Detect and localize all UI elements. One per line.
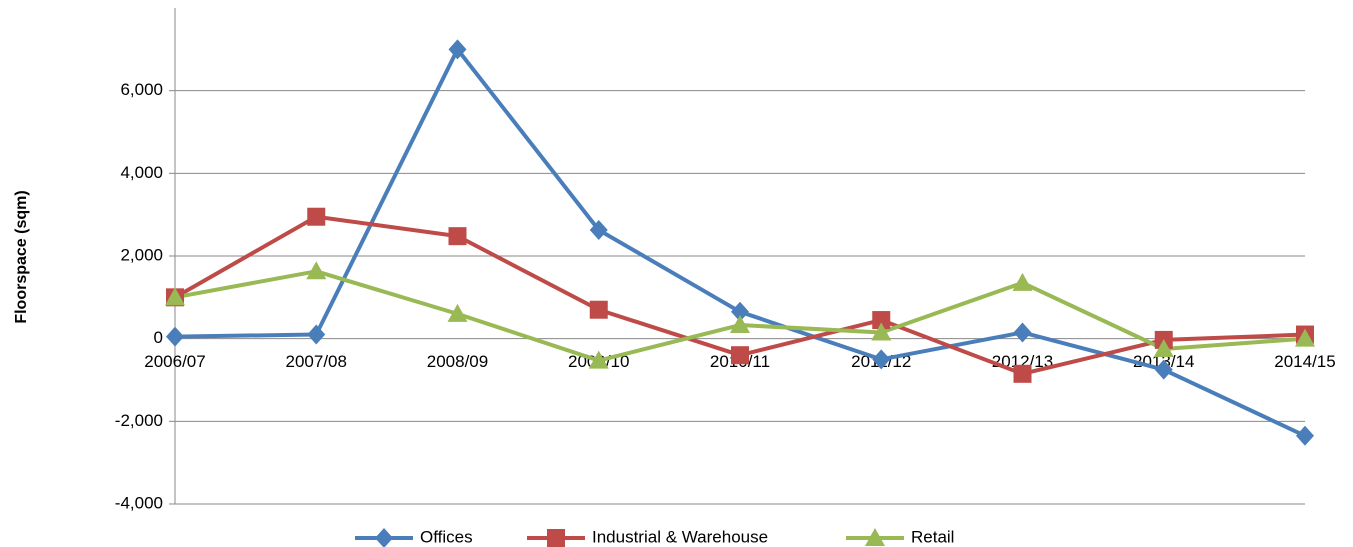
series-line bbox=[174, 47, 1306, 438]
marker bbox=[730, 315, 750, 334]
marker bbox=[872, 311, 891, 330]
marker bbox=[865, 528, 885, 546]
y-tick-label: 2,000 bbox=[120, 245, 163, 264]
marker bbox=[589, 219, 608, 240]
marker bbox=[375, 528, 393, 547]
marker bbox=[1013, 364, 1032, 383]
marker bbox=[307, 207, 326, 226]
marker bbox=[872, 349, 891, 370]
legend-label: Retail bbox=[911, 527, 954, 546]
y-tick-label: 0 bbox=[154, 328, 163, 347]
marker bbox=[307, 324, 326, 345]
marker bbox=[588, 350, 609, 369]
marker bbox=[1012, 272, 1033, 291]
legend-label: Industrial & Warehouse bbox=[592, 527, 768, 546]
marker bbox=[731, 346, 749, 365]
marker bbox=[448, 39, 467, 60]
marker bbox=[448, 227, 467, 246]
marker bbox=[547, 529, 565, 547]
x-tick-label: 2014/15 bbox=[1274, 352, 1335, 371]
marker bbox=[731, 301, 749, 322]
marker bbox=[1295, 328, 1315, 347]
y-tick-label: -2,000 bbox=[115, 411, 163, 430]
marker bbox=[306, 261, 327, 280]
marker bbox=[447, 303, 468, 322]
y-tick-label: 6,000 bbox=[120, 80, 163, 99]
marker bbox=[166, 326, 184, 347]
marker bbox=[1296, 425, 1314, 446]
marker bbox=[1153, 339, 1174, 357]
y-tick-label: -4,000 bbox=[115, 493, 163, 512]
legend-label: Offices bbox=[420, 527, 473, 546]
marker bbox=[871, 322, 892, 341]
marker bbox=[165, 287, 185, 306]
y-tick-label: 4,000 bbox=[120, 163, 163, 182]
marker bbox=[1154, 359, 1173, 380]
marker bbox=[1013, 322, 1032, 343]
y-axis-title: Floorspace (sqm) bbox=[13, 190, 30, 323]
x-tick-label: 2008/09 bbox=[427, 352, 488, 371]
marker bbox=[589, 300, 608, 319]
x-tick-label: 2007/08 bbox=[286, 352, 347, 371]
x-tick-label: 2006/07 bbox=[144, 352, 205, 371]
